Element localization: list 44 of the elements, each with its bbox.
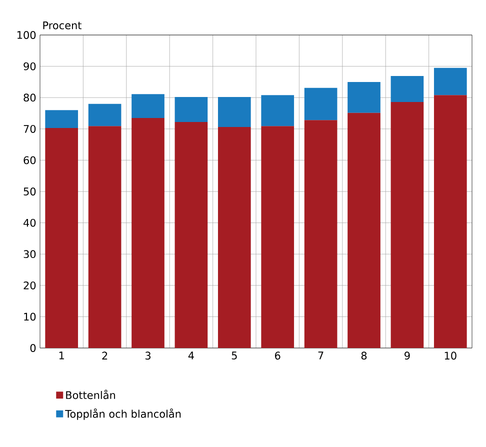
x-tick-label: 7 [318, 352, 324, 360]
legend-label: Bottenlån [66, 390, 116, 400]
y-axis-title: Procent [43, 22, 82, 30]
bar [218, 127, 251, 348]
y-tick-label: 30 [24, 250, 36, 258]
bar [45, 128, 78, 348]
bar [261, 126, 294, 348]
x-tick-label: 3 [145, 352, 150, 360]
y-tick-label: 90 [24, 62, 36, 70]
y-tick-label: 40 [24, 218, 36, 227]
bar [434, 95, 467, 348]
bar [174, 122, 208, 348]
y-tick-label: 50 [24, 188, 36, 196]
y-tick-label: 10 [24, 312, 36, 321]
bar [132, 94, 164, 118]
x-tick-label: 9 [404, 352, 410, 360]
bar [174, 96, 208, 122]
bar [88, 104, 122, 126]
x-tick-label: 8 [361, 352, 367, 360]
y-tick-label: 60 [24, 156, 36, 164]
bar [218, 96, 251, 128]
x-tick-label: 5 [232, 352, 237, 360]
legend-label: Topplån och blancolån [65, 408, 181, 420]
bar [348, 112, 380, 348]
y-tick-label: 100 [17, 31, 36, 39]
y-tick-label: 0 [30, 344, 36, 352]
x-tick-label: 10 [444, 352, 456, 360]
y-tick-label: 80 [24, 94, 36, 102]
bar [390, 76, 424, 102]
bar [348, 82, 380, 113]
bar [304, 120, 338, 348]
x-tick-label: 6 [275, 352, 280, 360]
y-tick-label: 20 [24, 281, 36, 290]
x-tick-label: 4 [188, 352, 194, 360]
bar [434, 68, 467, 96]
bar [132, 118, 164, 348]
bar [304, 88, 338, 120]
y-tick-label: 70 [24, 124, 36, 133]
bar [45, 110, 78, 128]
x-tick-label: 2 [102, 352, 108, 360]
bar [390, 102, 424, 348]
bar [261, 95, 294, 126]
x-tick-label: 1 [59, 352, 64, 360]
bar [88, 126, 122, 348]
